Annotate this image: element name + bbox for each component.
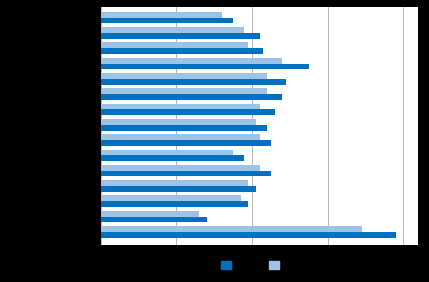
- Bar: [101, 103, 260, 109]
- Bar: [101, 186, 256, 192]
- Bar: [101, 226, 362, 232]
- Bar: [101, 140, 271, 146]
- Bar: [101, 165, 260, 171]
- Bar: [101, 180, 248, 186]
- Bar: [101, 94, 282, 100]
- Bar: [101, 27, 245, 33]
- Bar: [101, 155, 245, 161]
- Legend: 2011, 2007: 2011, 2007: [217, 257, 315, 274]
- Bar: [101, 134, 260, 140]
- Bar: [101, 48, 263, 54]
- Bar: [101, 88, 267, 94]
- Bar: [101, 109, 275, 115]
- Bar: [101, 79, 286, 85]
- Bar: [101, 149, 233, 155]
- Bar: [101, 42, 248, 48]
- Bar: [101, 171, 271, 177]
- Bar: [101, 12, 222, 17]
- Bar: [101, 217, 207, 222]
- Bar: [101, 63, 309, 69]
- Bar: [101, 195, 241, 201]
- Bar: [101, 17, 233, 23]
- Bar: [101, 125, 267, 131]
- Bar: [101, 201, 248, 207]
- Bar: [101, 33, 260, 39]
- Bar: [101, 119, 256, 125]
- Bar: [101, 58, 282, 63]
- Bar: [101, 211, 199, 217]
- Bar: [101, 232, 396, 238]
- Bar: [101, 73, 267, 79]
